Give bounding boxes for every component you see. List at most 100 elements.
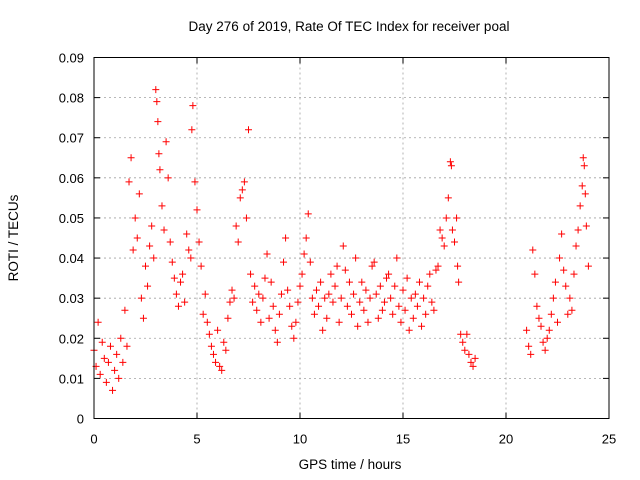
x-tick-label: 25 (602, 432, 616, 447)
data-point (207, 342, 215, 350)
data-point (104, 358, 112, 366)
data-point (348, 310, 355, 318)
data-point (261, 274, 269, 282)
data-point (572, 242, 580, 250)
data-point (267, 278, 275, 286)
data-point (558, 230, 566, 238)
data-point (214, 326, 222, 334)
data-point (397, 318, 405, 326)
data-point (111, 366, 119, 374)
data-point (551, 278, 559, 286)
data-point (253, 306, 261, 314)
data-point (170, 274, 178, 282)
data-point (277, 290, 285, 298)
data-point (100, 354, 108, 362)
data-point (418, 322, 426, 330)
data-point (358, 278, 366, 286)
data-point (459, 338, 467, 346)
data-point (189, 102, 197, 110)
data-point (527, 350, 535, 358)
data-point (543, 334, 551, 342)
data-point (525, 342, 533, 350)
data-point (142, 262, 149, 270)
data-point (411, 290, 419, 298)
chart-title: Day 276 of 2019, Rate Of TEC Index for r… (189, 19, 510, 34)
data-point (372, 290, 380, 298)
data-point (179, 270, 187, 278)
data-point (251, 282, 259, 290)
data-point (579, 154, 587, 162)
data-point (321, 294, 329, 302)
data-point (393, 254, 401, 262)
data-point (280, 258, 288, 266)
data-point (360, 306, 368, 314)
data-point (434, 262, 442, 270)
data-point (350, 290, 358, 298)
data-point (109, 386, 117, 394)
data-point (556, 254, 564, 262)
data-point (300, 250, 308, 258)
data-point (238, 186, 246, 194)
data-point (432, 266, 440, 274)
data-point (576, 202, 584, 210)
data-point (133, 234, 141, 242)
data-point (581, 190, 589, 198)
data-point (451, 238, 458, 246)
data-point (385, 270, 393, 278)
x-tick-label: 5 (193, 432, 200, 447)
data-point (325, 290, 333, 298)
data-point (461, 346, 469, 354)
data-point (181, 298, 189, 306)
data-point (102, 378, 110, 386)
data-point (247, 270, 255, 278)
data-point (399, 286, 407, 294)
data-point (387, 294, 395, 302)
data-point (370, 258, 378, 266)
data-point (242, 214, 250, 222)
data-point (407, 294, 415, 302)
data-point (440, 242, 448, 250)
y-tick-label: 0.03 (59, 291, 84, 306)
y-tick-label: 0.08 (59, 91, 84, 106)
data-point (218, 366, 226, 374)
data-point (352, 254, 360, 262)
data-point (436, 226, 444, 234)
data-point (153, 98, 161, 106)
data-point (312, 286, 320, 294)
data-point (127, 154, 135, 162)
y-axis-label: ROTI / TECUs (6, 194, 21, 281)
data-point (523, 326, 531, 334)
data-point (376, 282, 384, 290)
y-tick-label: 0.06 (59, 171, 84, 186)
plot-frame (93, 57, 610, 419)
data-point (96, 370, 104, 378)
data-point (554, 318, 561, 326)
data-point (374, 314, 382, 322)
data-point (319, 326, 327, 334)
data-point (164, 174, 172, 182)
data-point (545, 326, 553, 334)
data-point (465, 350, 473, 358)
data-point (339, 242, 347, 250)
data-point (135, 190, 143, 198)
data-point (139, 314, 147, 322)
data-point (255, 290, 263, 298)
data-point (391, 282, 399, 290)
data-point (286, 302, 294, 310)
data-point (304, 210, 312, 218)
data-point (315, 302, 323, 310)
data-point (574, 226, 582, 234)
data-point (131, 214, 139, 222)
data-point (403, 274, 411, 282)
data-point (378, 306, 386, 314)
data-point (137, 294, 145, 302)
data-point (446, 158, 454, 166)
data-point (298, 270, 306, 278)
data-point (329, 298, 337, 306)
data-point (584, 262, 592, 270)
data-point (447, 162, 455, 170)
data-point (308, 294, 316, 302)
data-point (205, 330, 213, 338)
axis-ticks (93, 57, 610, 419)
data-point (193, 206, 201, 214)
